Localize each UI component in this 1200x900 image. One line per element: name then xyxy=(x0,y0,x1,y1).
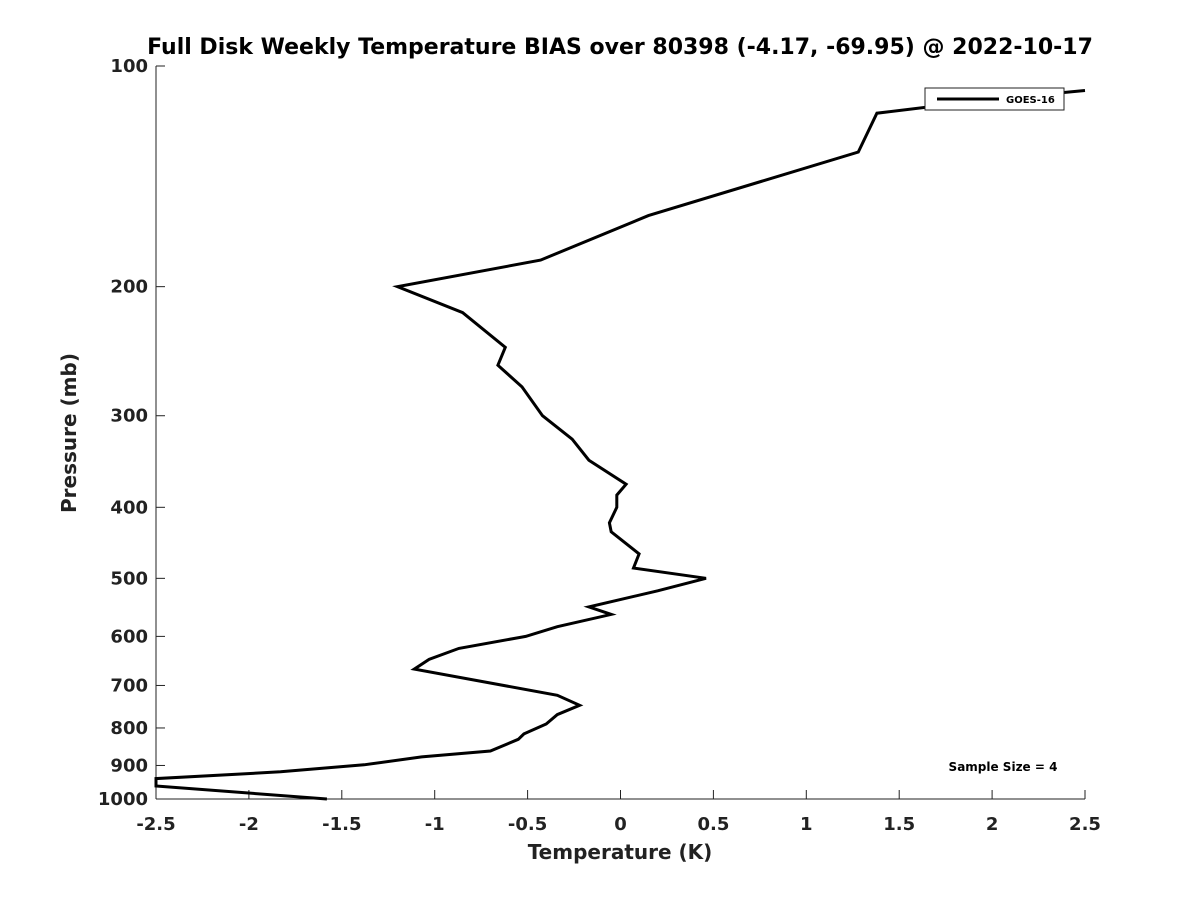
legend: GOES-16 xyxy=(924,87,1065,111)
x-tick-label: -2.5 xyxy=(136,814,175,835)
x-tick-label: -0.5 xyxy=(508,814,547,835)
chart-title: Full Disk Weekly Temperature BIAS over 8… xyxy=(147,35,1093,60)
y-tick-label: 700 xyxy=(110,675,148,696)
x-tick-label: -1 xyxy=(425,814,445,835)
x-tick-label: 1.5 xyxy=(883,814,915,835)
y-tick-label: 800 xyxy=(110,718,148,739)
legend-label-goes-16: GOES-16 xyxy=(1006,95,1055,106)
y-tick-label: 600 xyxy=(110,626,148,647)
series-layer xyxy=(154,89,1086,801)
x-tick-label: 2.5 xyxy=(1069,814,1101,835)
sample-size-annotation: Sample Size = 4 xyxy=(949,760,1058,774)
series-line-goes-16 xyxy=(154,89,1086,801)
y-axis-ticks: 100 200 300 400 500 600 700 800 900 1000 xyxy=(98,56,165,810)
x-tick-label: -2 xyxy=(239,814,259,835)
y-tick-label: 300 xyxy=(110,406,148,427)
y-tick-label: 200 xyxy=(110,277,148,298)
x-axis-ticks: -2.5 -2 -1.5 -1 -0.5 0 0.5 1 1.5 2 2.5 xyxy=(136,790,1101,835)
y-axis-label: Pressure (mb) xyxy=(57,353,81,513)
y-tick-label: 900 xyxy=(110,755,148,776)
y-tick-label: 100 xyxy=(110,56,148,77)
x-tick-label: -1.5 xyxy=(322,814,361,835)
y-tick-label: 500 xyxy=(110,568,148,589)
x-tick-label: 0 xyxy=(614,814,627,835)
x-tick-label: 0.5 xyxy=(697,814,729,835)
plot-area xyxy=(155,66,1085,800)
x-tick-label: 2 xyxy=(986,814,999,835)
x-axis-label: Temperature (K) xyxy=(528,840,713,864)
x-tick-label: 1 xyxy=(800,814,813,835)
y-tick-label: 400 xyxy=(110,497,148,518)
y-tick-label: 1000 xyxy=(98,789,148,810)
